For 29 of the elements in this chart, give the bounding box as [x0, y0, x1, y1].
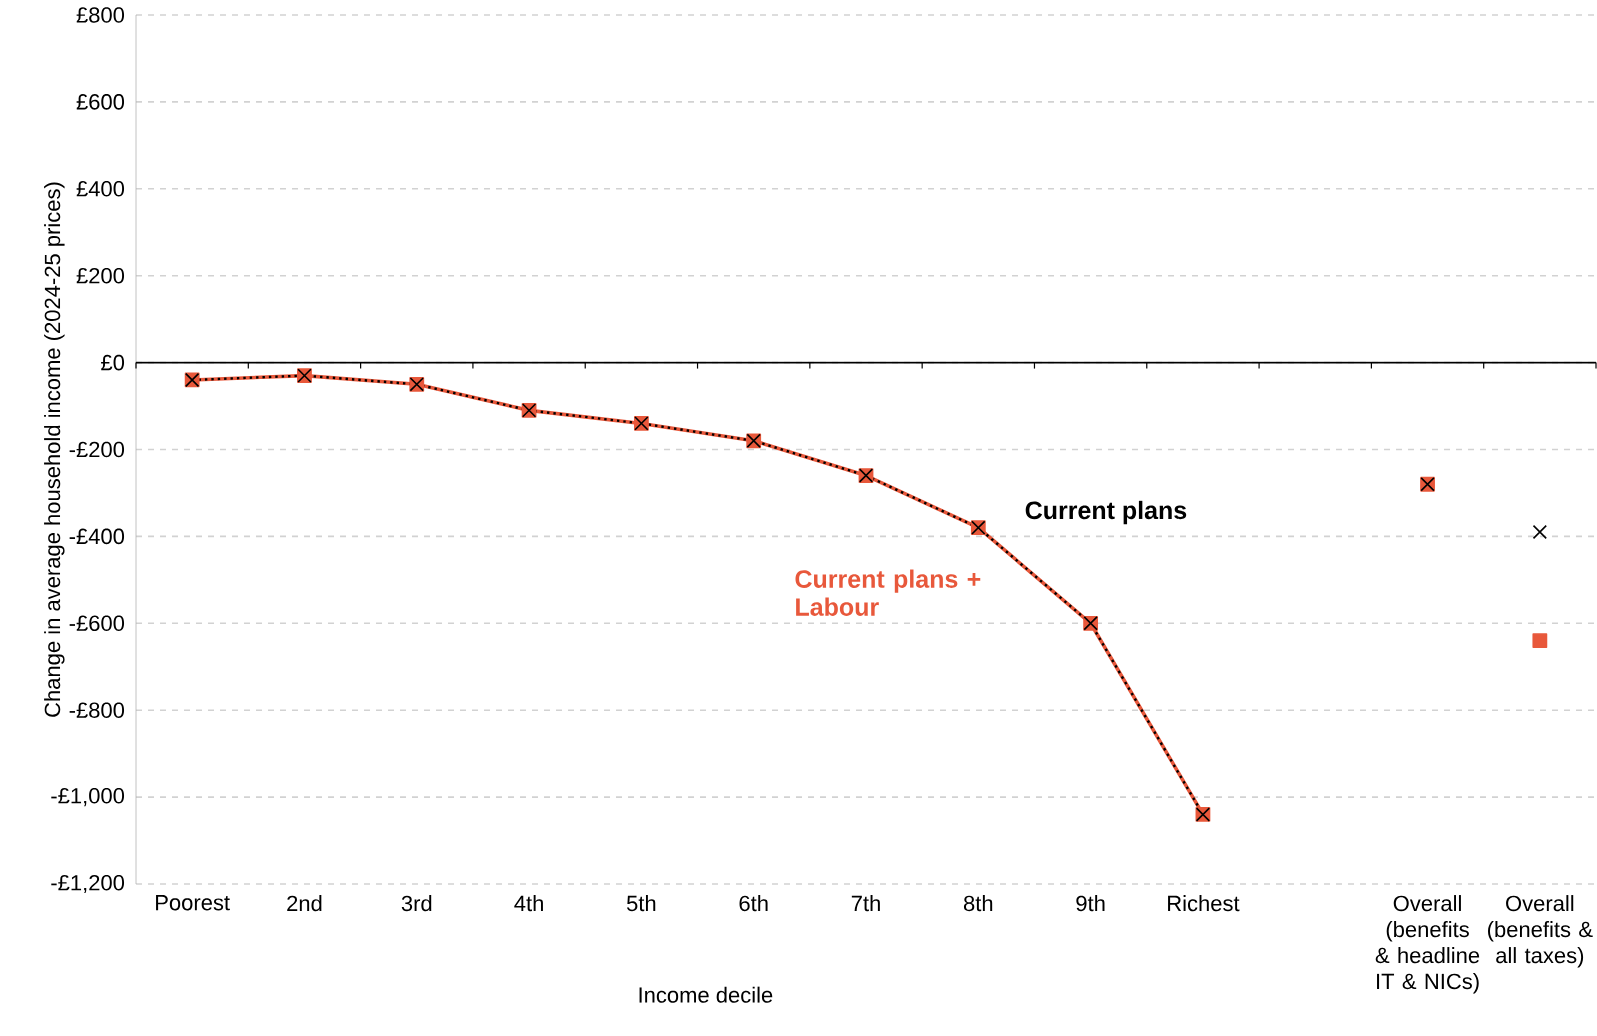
y-tick-label: £400: [76, 181, 125, 197]
x-tick-label: 4th: [514, 895, 543, 912]
x-tick-label: Overall (benefits & all taxes): [1488, 895, 1593, 968]
y-tick-label: -£800: [69, 702, 125, 718]
point: [1532, 633, 1548, 649]
x-tick-label: Overall (benefits & headline IT & NICs): [1375, 895, 1480, 994]
series-label: Current plans + Labour: [795, 569, 981, 616]
x-tick-label: 2nd: [287, 895, 322, 912]
y-tick-label: £800: [76, 7, 125, 23]
x-tick-label: 7th: [851, 895, 880, 912]
y-tick-label: -£200: [69, 441, 125, 458]
y-axis-title: Change in average household income (2024-25 prices): [44, 182, 65, 717]
x-tick-label: 9th: [1076, 895, 1105, 912]
point: [1532, 524, 1548, 540]
x-axis-title: Income decile: [639, 986, 773, 1003]
y-tick-label: £200: [76, 267, 125, 284]
y-tick-label: £600: [76, 94, 125, 110]
x-tick-label: 5th: [626, 895, 656, 912]
y-tick-label: -£600: [69, 615, 125, 632]
x-tick-label: 8th: [963, 895, 993, 912]
x-tick-label: Poorest: [156, 895, 230, 911]
x-tick-label: 6th: [739, 895, 768, 912]
y-tick-label: £0: [101, 354, 125, 371]
x-tick-label: 3rd: [401, 895, 432, 912]
series-label: Current plans: [1025, 500, 1187, 525]
y-tick-label: -£400: [69, 528, 125, 545]
y-tick-label: -£1,000: [51, 788, 125, 807]
x-tick-label: Richest: [1168, 895, 1240, 912]
y-tick-label: -£1,200: [51, 874, 125, 894]
